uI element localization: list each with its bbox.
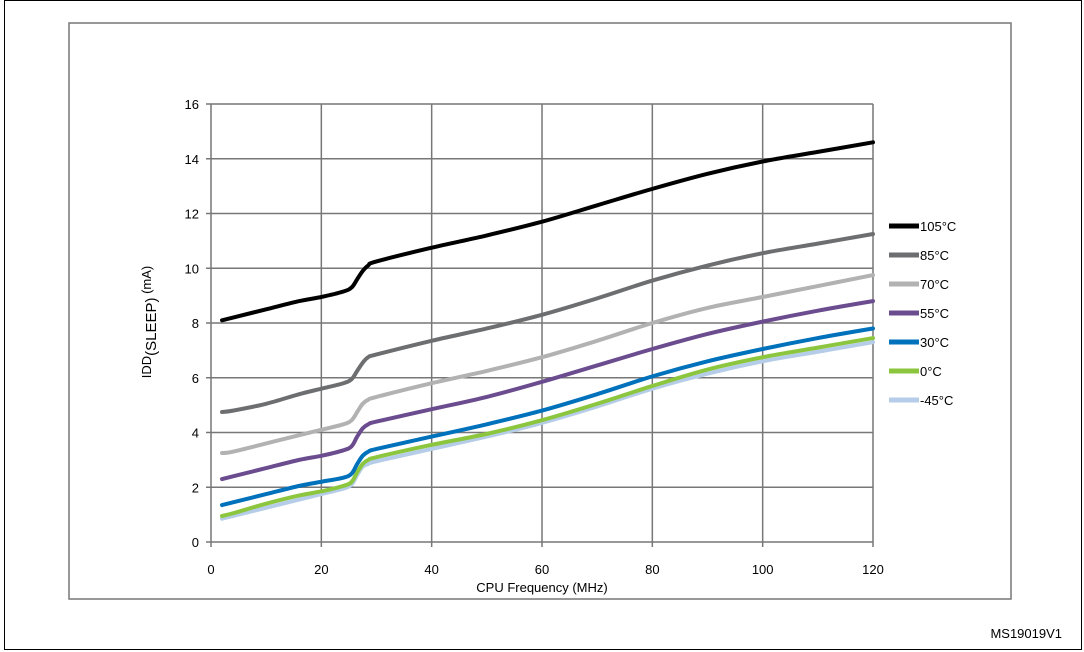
- y-tick-label-0: 0: [192, 535, 199, 550]
- series-line-3: [220, 299, 875, 482]
- x-tick-label-40: 40: [424, 562, 438, 577]
- y-tick-label-4: 4: [192, 426, 199, 441]
- figure-id-label: MS19019V1: [990, 626, 1062, 641]
- series-lines: [220, 140, 875, 521]
- series-line-6: [220, 340, 875, 521]
- series-line-1: [220, 232, 875, 414]
- legend-label-4: 30°C: [920, 335, 949, 350]
- series-line-0: [220, 140, 875, 323]
- x-tick-label-0: 0: [207, 562, 214, 577]
- y-axis-title-subscript: (SLEEP): [143, 298, 160, 356]
- x-axis-title: CPU Frequency (MHz): [476, 580, 607, 595]
- legend-label-3: 55°C: [920, 306, 949, 321]
- x-tick-label-20: 20: [314, 562, 328, 577]
- x-tick-label-100: 100: [752, 562, 774, 577]
- y-tick-label-12: 12: [185, 207, 199, 222]
- legend: 105°C 85°C 70°C 55°C 30°C 0°C -45°C: [889, 219, 956, 408]
- y-tick-label-2: 2: [192, 480, 199, 495]
- y-tick-label-10: 10: [185, 261, 199, 276]
- legend-label-6: -45°C: [920, 393, 953, 408]
- y-axis-title-main: IDD: [139, 356, 154, 378]
- figure-frame: [4, 0, 1082, 650]
- legend-label-2: 70°C: [920, 277, 949, 292]
- y-tick-label-8: 8: [192, 316, 199, 331]
- series-line-2: [220, 273, 875, 456]
- y-tick-label-16: 16: [185, 97, 199, 112]
- legend-label-1: 85°C: [920, 248, 949, 263]
- x-tick-label-120: 120: [862, 562, 884, 577]
- legend-label-5: 0°C: [920, 364, 942, 379]
- y-axis-title-unit: (mA): [139, 266, 154, 298]
- y-tick-label-14: 14: [185, 152, 199, 167]
- y-tick-label-6: 6: [192, 371, 199, 386]
- series-line-4: [220, 326, 875, 508]
- y-axis-title: IDD(SLEEP) (mA): [139, 266, 160, 379]
- grid: [206, 103, 874, 547]
- x-tick-label-60: 60: [535, 562, 549, 577]
- series-line-5: [220, 336, 875, 518]
- legend-label-0: 105°C: [920, 219, 956, 234]
- tick-labels: 0 2 4 6 8 10 12 14 16 0 20 40 60 80 100 120: [185, 97, 884, 577]
- x-tick-label-80: 80: [645, 562, 659, 577]
